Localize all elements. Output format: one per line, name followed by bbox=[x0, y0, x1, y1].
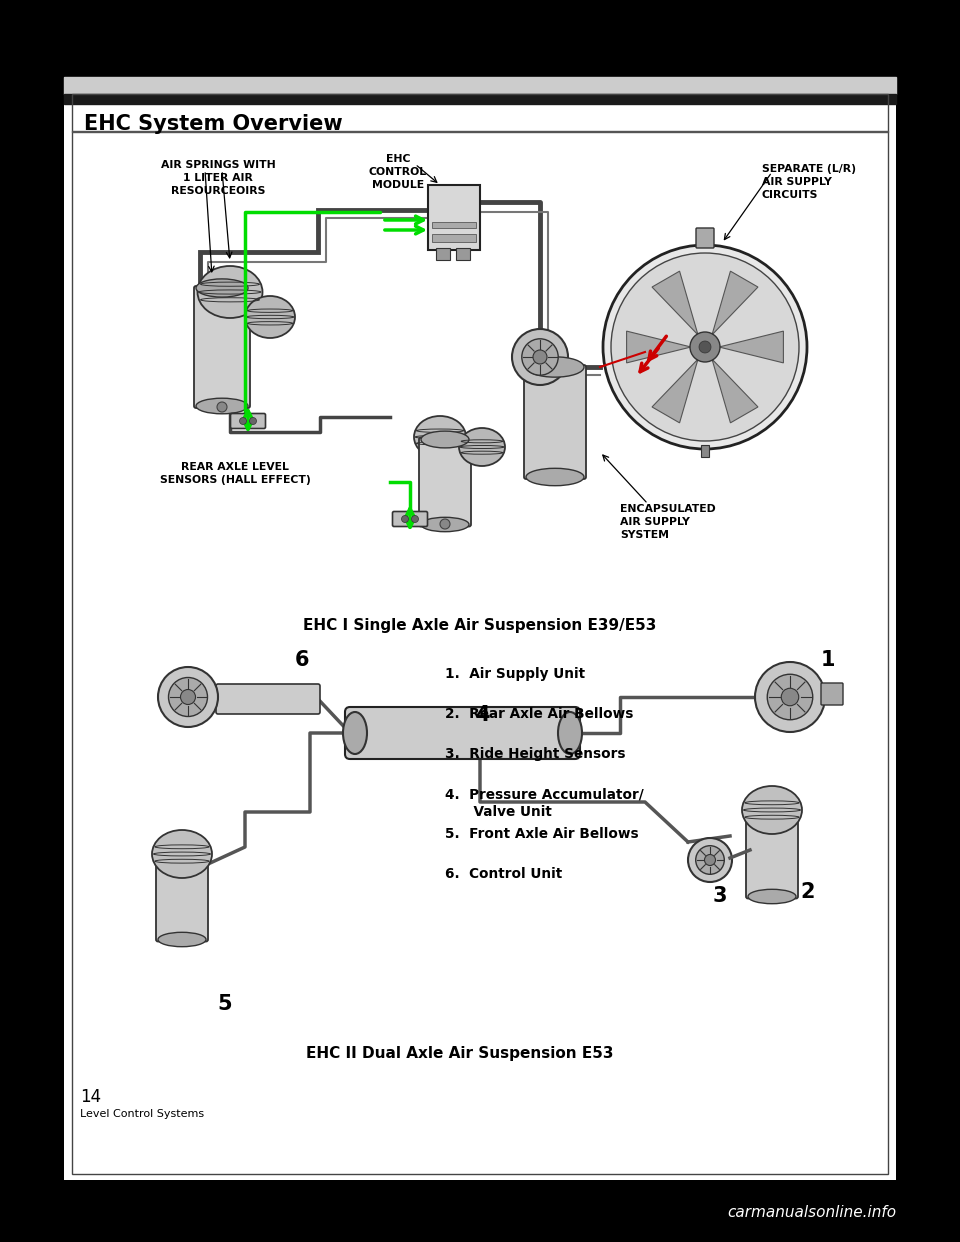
Ellipse shape bbox=[414, 416, 466, 458]
Ellipse shape bbox=[459, 428, 505, 466]
Ellipse shape bbox=[421, 518, 469, 532]
Circle shape bbox=[533, 350, 547, 364]
Text: 1.  Air Supply Unit: 1. Air Supply Unit bbox=[445, 667, 586, 681]
Text: 2: 2 bbox=[801, 882, 815, 902]
Bar bbox=[436, 248, 450, 260]
Bar bbox=[432, 222, 476, 229]
Circle shape bbox=[239, 417, 247, 425]
Ellipse shape bbox=[158, 846, 206, 863]
Bar bbox=[64, 77, 896, 1180]
Bar bbox=[72, 130, 888, 132]
Text: 1: 1 bbox=[821, 650, 835, 669]
Circle shape bbox=[250, 417, 256, 425]
Circle shape bbox=[696, 846, 724, 874]
Text: Level Control Systems: Level Control Systems bbox=[80, 1109, 204, 1119]
Bar bbox=[0, 0, 960, 77]
Ellipse shape bbox=[526, 356, 584, 378]
Text: 5: 5 bbox=[218, 994, 232, 1013]
Bar bbox=[72, 94, 888, 1174]
Circle shape bbox=[699, 342, 711, 353]
Ellipse shape bbox=[343, 712, 367, 754]
FancyBboxPatch shape bbox=[821, 683, 843, 705]
FancyBboxPatch shape bbox=[216, 684, 320, 714]
Bar bbox=[432, 233, 476, 242]
Polygon shape bbox=[652, 359, 698, 422]
FancyBboxPatch shape bbox=[345, 707, 580, 759]
Text: EHC II Dual Axle Air Suspension E53: EHC II Dual Axle Air Suspension E53 bbox=[306, 1046, 613, 1061]
Ellipse shape bbox=[748, 889, 796, 904]
FancyBboxPatch shape bbox=[524, 365, 586, 479]
Circle shape bbox=[180, 689, 196, 704]
Text: EHC System Overview: EHC System Overview bbox=[84, 114, 343, 134]
Circle shape bbox=[705, 854, 715, 866]
Ellipse shape bbox=[198, 266, 262, 318]
Polygon shape bbox=[627, 332, 691, 363]
Polygon shape bbox=[712, 271, 758, 335]
Text: 14: 14 bbox=[80, 1088, 101, 1105]
Bar bbox=[701, 445, 709, 457]
Circle shape bbox=[522, 339, 558, 375]
Circle shape bbox=[611, 253, 799, 441]
Bar bbox=[456, 248, 470, 260]
FancyBboxPatch shape bbox=[428, 185, 480, 250]
Circle shape bbox=[440, 519, 450, 529]
FancyBboxPatch shape bbox=[156, 852, 208, 941]
Circle shape bbox=[412, 515, 419, 523]
Circle shape bbox=[401, 515, 409, 523]
Ellipse shape bbox=[526, 468, 584, 486]
Ellipse shape bbox=[748, 804, 796, 820]
Text: EHC I Single Axle Air Suspension E39/E53: EHC I Single Axle Air Suspension E39/E53 bbox=[303, 619, 657, 633]
Circle shape bbox=[512, 329, 568, 385]
Circle shape bbox=[169, 677, 207, 717]
Circle shape bbox=[755, 662, 825, 732]
Ellipse shape bbox=[245, 296, 295, 338]
Bar bbox=[64, 94, 896, 104]
Circle shape bbox=[690, 332, 720, 361]
Circle shape bbox=[767, 674, 813, 720]
FancyBboxPatch shape bbox=[696, 229, 714, 248]
Ellipse shape bbox=[152, 830, 212, 878]
Polygon shape bbox=[719, 332, 783, 363]
Ellipse shape bbox=[742, 786, 802, 833]
FancyBboxPatch shape bbox=[393, 512, 427, 527]
Text: ENCAPSULATED
AIR SUPPLY
SYSTEM: ENCAPSULATED AIR SUPPLY SYSTEM bbox=[620, 504, 716, 540]
Ellipse shape bbox=[558, 712, 582, 754]
Ellipse shape bbox=[421, 431, 469, 448]
Polygon shape bbox=[712, 359, 758, 422]
Text: 2.  Rear Axle Air Bellows: 2. Rear Axle Air Bellows bbox=[445, 707, 634, 722]
Polygon shape bbox=[652, 271, 698, 335]
Text: SEPARATE (L/R)
AIR SUPPLY
CIRCUITS: SEPARATE (L/R) AIR SUPPLY CIRCUITS bbox=[762, 164, 856, 200]
Text: REAR AXLE LEVEL
SENSORS (HALL EFFECT): REAR AXLE LEVEL SENSORS (HALL EFFECT) bbox=[159, 462, 310, 486]
Text: 5.  Front Axle Air Bellows: 5. Front Axle Air Bellows bbox=[445, 827, 638, 841]
Ellipse shape bbox=[158, 933, 206, 946]
Text: 6.  Control Unit: 6. Control Unit bbox=[445, 867, 563, 881]
Bar bbox=[896, 77, 960, 1180]
FancyBboxPatch shape bbox=[746, 810, 798, 898]
Circle shape bbox=[688, 838, 732, 882]
Text: EHC
CONTROL
MODULE: EHC CONTROL MODULE bbox=[369, 154, 427, 190]
Circle shape bbox=[158, 667, 218, 727]
FancyBboxPatch shape bbox=[419, 437, 471, 527]
Text: 3.  Ride Height Sensors: 3. Ride Height Sensors bbox=[445, 746, 626, 761]
Text: AIR SPRINGS WITH
1 LITER AIR
RESOURCEOIRS: AIR SPRINGS WITH 1 LITER AIR RESOURCEOIR… bbox=[160, 160, 276, 196]
Bar bbox=[0, 77, 64, 1180]
Text: 3: 3 bbox=[712, 886, 728, 905]
Circle shape bbox=[217, 402, 227, 412]
FancyBboxPatch shape bbox=[194, 286, 250, 409]
Text: 6: 6 bbox=[295, 650, 309, 669]
Text: carmanualsonline.info: carmanualsonline.info bbox=[727, 1205, 896, 1220]
Ellipse shape bbox=[196, 399, 248, 414]
Text: 4: 4 bbox=[475, 705, 490, 725]
Bar bbox=[0, 1180, 960, 1242]
Circle shape bbox=[781, 688, 799, 705]
Bar bbox=[64, 77, 896, 94]
FancyBboxPatch shape bbox=[230, 414, 266, 428]
Circle shape bbox=[603, 245, 807, 450]
Text: 4.  Pressure Accumulator/
      Valve Unit: 4. Pressure Accumulator/ Valve Unit bbox=[445, 787, 644, 820]
Ellipse shape bbox=[196, 279, 248, 297]
